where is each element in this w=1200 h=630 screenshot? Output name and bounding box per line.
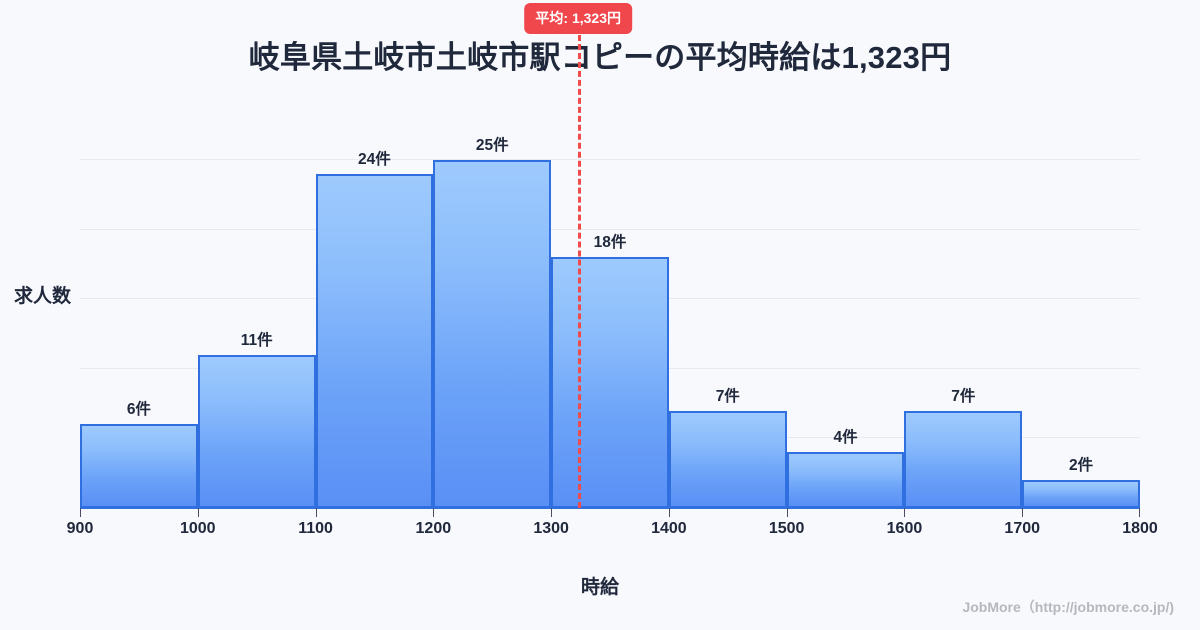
histogram-bar[interactable] xyxy=(668,410,787,508)
x-axis-tick xyxy=(668,508,670,517)
histogram-bar[interactable] xyxy=(551,257,669,508)
x-axis-tick-label: 900 xyxy=(66,520,94,537)
y-axis-title: 求人数 xyxy=(14,286,72,307)
histogram-bar[interactable] xyxy=(1022,480,1140,508)
average-line xyxy=(578,35,582,508)
x-axis-tick-label: 1600 xyxy=(886,520,923,537)
gridline xyxy=(80,228,1140,230)
x-axis-tick-label: 1100 xyxy=(298,520,333,537)
x-axis-tick-label: 1200 xyxy=(415,520,452,537)
bar-value-label: 11件 xyxy=(240,331,273,349)
x-axis-tick xyxy=(904,508,906,517)
x-axis-tick xyxy=(433,508,435,517)
bar-value-label: 6件 xyxy=(126,401,151,419)
histogram-bar[interactable] xyxy=(197,354,316,508)
x-axis-baseline xyxy=(80,507,1140,509)
x-axis-tick-label: 1300 xyxy=(533,520,569,537)
x-axis-tick xyxy=(786,508,788,517)
x-axis-tick xyxy=(80,508,81,517)
histogram-bar[interactable] xyxy=(315,173,434,508)
histogram-bar[interactable] xyxy=(904,410,1023,508)
plot-area: 6件 11件 24件 25件 18件 7件 4件 7件 2件 平均: 1,323円 xyxy=(80,3,1140,509)
x-axis-tick xyxy=(1022,508,1024,517)
x-axis-tick xyxy=(1139,508,1140,517)
bar-value-label: 2件 xyxy=(1069,457,1094,475)
page-title: 岐阜県土岐市土岐市駅コピーの平均時給は1,323円 xyxy=(248,40,952,75)
histogram-bar[interactable] xyxy=(786,452,905,508)
x-axis-tick-label: 1400 xyxy=(651,520,687,537)
histogram-bar[interactable] xyxy=(80,424,198,508)
x-axis-tick-label: 1500 xyxy=(768,520,805,537)
bar-value-label: 7件 xyxy=(715,387,740,405)
x-axis: 900 1000 1100 1200 1300 1400 1500 1600 1700 1800 xyxy=(67,508,1158,548)
x-axis-tick-label: 1000 xyxy=(179,520,216,537)
histogram-bar[interactable] xyxy=(433,159,552,508)
bar-value-label: 18件 xyxy=(593,234,627,252)
bar-value-label: 24件 xyxy=(358,150,391,168)
x-axis-tick-label: 1800 xyxy=(1122,520,1158,537)
x-axis-tick xyxy=(197,508,199,517)
gridline xyxy=(80,158,1140,160)
x-axis-tick xyxy=(551,508,553,517)
bar-value-label: 4件 xyxy=(833,429,858,447)
x-axis-title: 時給 xyxy=(580,577,619,598)
bar-value-label: 7件 xyxy=(951,387,976,405)
bar-value-label: 25件 xyxy=(475,136,509,154)
x-axis-tick-label: 1700 xyxy=(1004,520,1041,537)
x-axis-tick xyxy=(315,508,317,517)
average-badge: 平均: 1,323円 xyxy=(524,3,632,34)
footer-credit: JobMore（http://jobmore.co.jp/) xyxy=(962,599,1174,615)
